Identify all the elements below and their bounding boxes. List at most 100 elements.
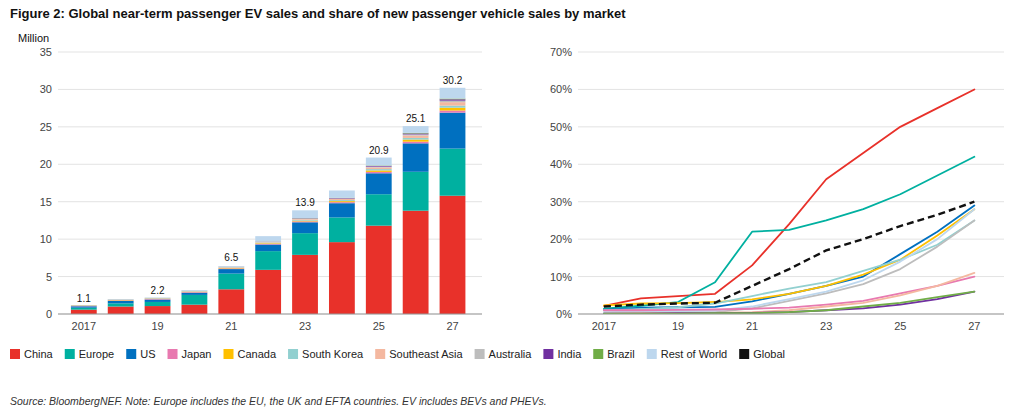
bar-segment	[108, 303, 134, 306]
x-tick-label: 19	[672, 320, 684, 332]
bar-segment	[71, 305, 97, 306]
grid-line	[578, 201, 1004, 202]
legend-label: India	[557, 348, 582, 360]
background	[0, 0, 1024, 413]
bar-segment	[329, 200, 355, 201]
legend-label: Europe	[79, 348, 114, 360]
legend-item: South Korea	[288, 348, 364, 360]
bar-segment	[440, 149, 466, 196]
bar-segment	[440, 108, 466, 111]
grid-line	[578, 164, 1004, 165]
bar-segment	[145, 298, 171, 299]
series-line	[604, 292, 974, 314]
x-tick-label: 2017	[592, 320, 616, 332]
bar-segment	[292, 222, 318, 233]
bar-segment	[108, 299, 134, 300]
bar-segment	[366, 165, 392, 167]
y-tick-label: 25	[40, 121, 52, 133]
bar-segment	[71, 305, 97, 306]
bar-segment	[218, 266, 244, 268]
grid-line	[578, 239, 1004, 240]
bar-segment	[108, 299, 134, 300]
plot-area	[71, 88, 466, 314]
x-tick-label: 23	[820, 320, 832, 332]
bar-segment	[182, 293, 208, 295]
bar-segment	[108, 299, 134, 300]
bar-segment	[218, 269, 244, 273]
bar-segment	[292, 219, 318, 221]
y-tick-label: 70%	[550, 46, 572, 58]
legend-swatch	[288, 349, 298, 359]
legend-item: Brazil	[593, 348, 635, 360]
bar-segment	[292, 220, 318, 222]
x-tick-label: 19	[151, 320, 163, 332]
y-tick-label: 15	[40, 196, 52, 208]
legend-label: Southeast Asia	[389, 348, 463, 360]
chart-line: 0%10%20%30%40%50%60%70%20171921232527	[550, 46, 1004, 332]
bar-segment	[71, 305, 97, 306]
bar-segment	[440, 106, 466, 108]
bar-segment	[182, 292, 208, 294]
bar-segment	[329, 203, 355, 217]
bar-segment	[108, 300, 134, 301]
chart-bar: 0510152025303520171921232527Million1.12.…	[18, 32, 482, 332]
bar-segment	[71, 310, 97, 314]
bar-segment	[182, 290, 208, 292]
y-tick-label: 10	[40, 233, 52, 245]
bar-segment	[440, 111, 466, 113]
bar-segment	[366, 158, 392, 166]
grid-line	[578, 89, 1004, 90]
y-tick-label: 50%	[550, 121, 572, 133]
y-tick-label: 20%	[550, 233, 572, 245]
bar-segment	[255, 242, 281, 243]
y-tick-label: 35	[40, 46, 52, 58]
legend-item: China	[10, 348, 54, 360]
bar-segment	[403, 138, 429, 140]
bar-segment	[329, 201, 355, 202]
bar-segment	[108, 299, 134, 300]
bar-segment	[255, 242, 281, 244]
legend-item: Canada	[224, 348, 277, 360]
x-tick-label: 21	[225, 320, 237, 332]
bar-segment	[218, 267, 244, 269]
x-tick-label: 2017	[72, 320, 96, 332]
x-axis-line	[578, 314, 1004, 315]
total-label: 13.9	[295, 197, 315, 208]
bar-segment	[403, 142, 429, 144]
legend-label: US	[140, 348, 155, 360]
total-label: 30.2	[443, 75, 463, 86]
x-tick-label: 27	[446, 320, 458, 332]
bar-segment	[218, 266, 244, 267]
bar-segment	[255, 245, 281, 252]
bar-segment	[182, 291, 208, 292]
legend-label: Japan	[182, 348, 212, 360]
grid-line	[58, 314, 482, 315]
series-line	[604, 273, 974, 314]
bar-segment	[218, 266, 244, 267]
bar-segment	[366, 167, 392, 169]
bar-segment	[145, 306, 171, 314]
bar-segment	[403, 172, 429, 211]
total-label: 6.5	[224, 252, 238, 263]
y-tick-label: 5	[46, 271, 52, 283]
bar-segment	[329, 190, 355, 197]
bar-segment	[403, 126, 429, 133]
legend-swatch	[543, 349, 553, 359]
legend-label: Global	[753, 348, 785, 360]
bar-segment	[71, 305, 97, 306]
legend-swatch	[168, 349, 178, 359]
bar-segment	[218, 267, 244, 269]
bar-segment	[218, 266, 244, 267]
title: Figure 2: Global near-term passenger EV …	[10, 6, 626, 21]
series-line	[604, 202, 974, 307]
bar-segment	[366, 172, 392, 173]
legend: China Europe US Japan Canada South Korea South…	[10, 348, 785, 360]
grid-line	[578, 126, 1004, 127]
bar-segment	[440, 88, 466, 99]
grid-line	[578, 314, 1004, 315]
bar-segment	[255, 241, 281, 242]
grid-line	[578, 276, 1004, 277]
series-line	[604, 220, 974, 310]
y-tick-label: 10%	[550, 271, 572, 283]
bar-segment	[182, 291, 208, 292]
